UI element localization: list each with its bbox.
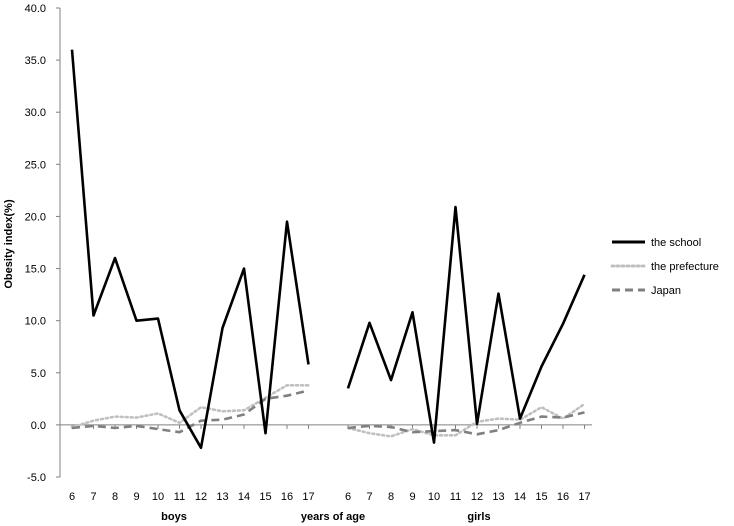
group-label-girls: girls: [467, 511, 490, 523]
x-tick-label: 9: [133, 491, 139, 503]
y-tick-label: 0.0: [31, 420, 46, 432]
x-tick-label: 8: [112, 491, 118, 503]
series-line-school-boys: [70, 49, 310, 450]
x-tick-label: 10: [428, 491, 440, 503]
y-tick-label: 10.0: [25, 316, 46, 328]
x-tick-label: 15: [535, 491, 547, 503]
y-tick-label: 5.0: [31, 368, 46, 380]
y-tick-label: 35.0: [25, 55, 46, 67]
x-tick-label: 17: [302, 491, 314, 503]
x-tick-label: 12: [471, 491, 483, 503]
x-axis-label: years of age: [301, 511, 365, 523]
y-tick-label: 25.0: [25, 159, 46, 171]
y-tick-label: -5.0: [27, 472, 46, 484]
x-tick-label: 15: [259, 491, 271, 503]
x-tick-label: 6: [69, 491, 75, 503]
x-tick-label: 12: [195, 491, 207, 503]
y-tick-label: 40.0: [25, 3, 46, 15]
x-tick-label: 8: [388, 491, 394, 503]
y-axis-label: Obesity index(%): [3, 199, 15, 289]
x-tick-label: 16: [557, 491, 569, 503]
x-tick-label: 14: [238, 491, 250, 503]
x-tick-label: 13: [492, 491, 504, 503]
y-tick-label: 20.0: [25, 211, 46, 223]
y-ticks: -5.0 0.0 5.0 10.0 15.0 20.0 25.0 30.0 35.0 40.0: [25, 3, 60, 484]
series-lines: [70, 49, 586, 450]
x-tick-label: 11: [450, 491, 461, 503]
x-ticks: 6 7 8 9 10 11 12 13 14 15 16 17 6 7 8 9 10 11 12 13 14 15 16 17: [69, 424, 591, 503]
legend-label-prefecture: the prefecture: [651, 261, 719, 273]
x-tick-label: 17: [578, 491, 590, 503]
series-line-japan-girls: [347, 411, 585, 436]
x-tick-label: 9: [409, 491, 415, 503]
x-tick-label: 7: [366, 491, 372, 503]
legend-label-japan: Japan: [651, 285, 681, 297]
x-tick-label: 13: [216, 491, 228, 503]
y-tick-label: 15.0: [25, 264, 46, 276]
y-tick-label: 30.0: [25, 107, 46, 119]
x-tick-label: 11: [174, 491, 185, 503]
group-label-boys: boys: [161, 511, 187, 523]
series-line-japan-boys: [71, 389, 309, 434]
series-line-school-girls: [346, 205, 586, 444]
legend-label-school: the school: [651, 237, 701, 249]
axes: [59, 8, 592, 477]
x-tick-label: 6: [345, 491, 351, 503]
x-tick-label: 16: [281, 491, 293, 503]
legend: the school the prefecture Japan: [610, 237, 719, 297]
series-line-prefecture-girls: [346, 402, 586, 438]
x-tick-label: 14: [514, 491, 526, 503]
x-tick-label: 10: [152, 491, 164, 503]
x-tick-label: 7: [90, 491, 96, 503]
series-line-prefecture-boys: [70, 383, 310, 429]
